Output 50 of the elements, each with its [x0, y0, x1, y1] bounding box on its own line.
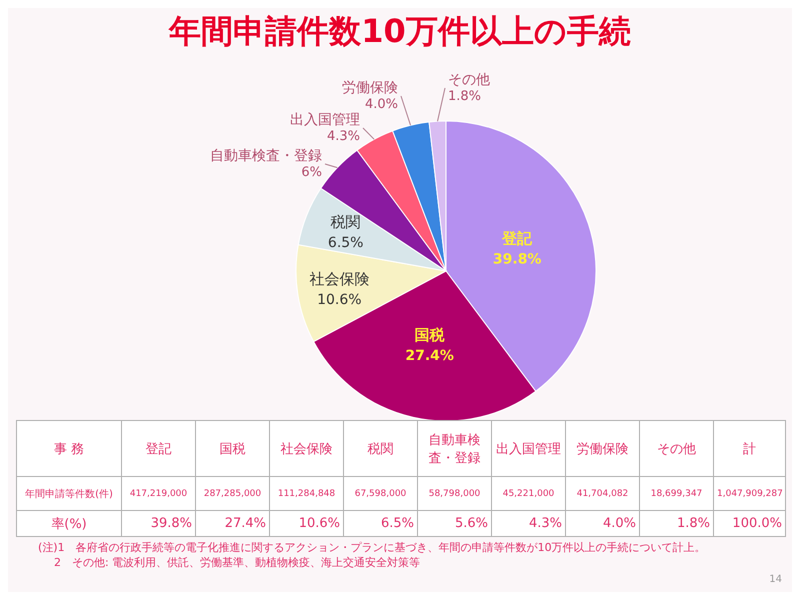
text: 287,285,000 [196, 476, 270, 510]
category-label: 税関 [368, 442, 394, 456]
slice-label: 国税 [414, 326, 446, 344]
category-label: 自動車検査・登録 [428, 432, 480, 466]
chart-title: 年間申請件数10万件以上の手続 [168, 11, 632, 52]
data-label: 27.4% [405, 348, 454, 364]
text: 1,047,909,287 [714, 476, 786, 510]
text: 1.8% [640, 510, 714, 536]
data-label: 6% [301, 165, 322, 180]
slice-label: 国税 [196, 420, 270, 476]
text: 年間申請等件数(件) [16, 476, 122, 510]
text: 計 [714, 420, 786, 476]
data-label: 4.0% [364, 97, 398, 112]
text: 14 [769, 574, 782, 585]
text: 67,598,000 [344, 476, 418, 510]
category-label: 労働保険 [576, 442, 628, 456]
text: 率(%) [16, 510, 122, 536]
category-label: その他 [657, 442, 696, 456]
text: 18,699,347 [640, 476, 714, 510]
text: 45,221,000 [492, 476, 566, 510]
slice-label: 登記 [501, 229, 534, 248]
slice-label: 自動車検査・登録 [210, 148, 322, 164]
text: 4.3% [492, 510, 566, 536]
data-label: 1.8% [448, 89, 482, 104]
slice-label: 社会保険 [309, 270, 370, 288]
text: 事 務 [16, 420, 122, 476]
text: 10.6% [270, 510, 344, 536]
text: 58,798,000 [418, 476, 492, 510]
slice-label: その他 [448, 72, 490, 88]
slice-label: 税関 [330, 212, 361, 231]
text: 2 その他: 電波利用、供託、労働基準、動植物検疫、海上交通安全対策等 [53, 555, 422, 570]
text: 41,704,082 [566, 476, 640, 510]
data-label: 6.5% [328, 234, 364, 251]
data-label: 4.3% [326, 129, 360, 144]
data-label: 39.8% [492, 251, 542, 268]
text: 111,284,848 [270, 476, 344, 510]
text: 4.0% [566, 510, 640, 536]
text: 27.4% [196, 510, 270, 536]
category-label: 出入国管理 [496, 442, 561, 456]
category-label: 登記 [146, 442, 172, 456]
slice-label: 労働保険 [342, 80, 398, 96]
text: 39.8% [122, 510, 196, 536]
text: 6.5% [344, 510, 418, 536]
text: 5.6% [418, 510, 492, 536]
category-label: 社会保険 [280, 442, 332, 456]
slice-label: 出入国管理 [290, 112, 360, 128]
data-label: 10.6% [317, 292, 362, 308]
text: 100.0% [714, 510, 786, 536]
text: (注)1 各府省の行政手続等の電子化推進に関するアクション・プランに基づき、年間の申請等件数が10万件以上の手続について計上。 [38, 540, 707, 555]
text: 417,219,000 [122, 476, 196, 510]
